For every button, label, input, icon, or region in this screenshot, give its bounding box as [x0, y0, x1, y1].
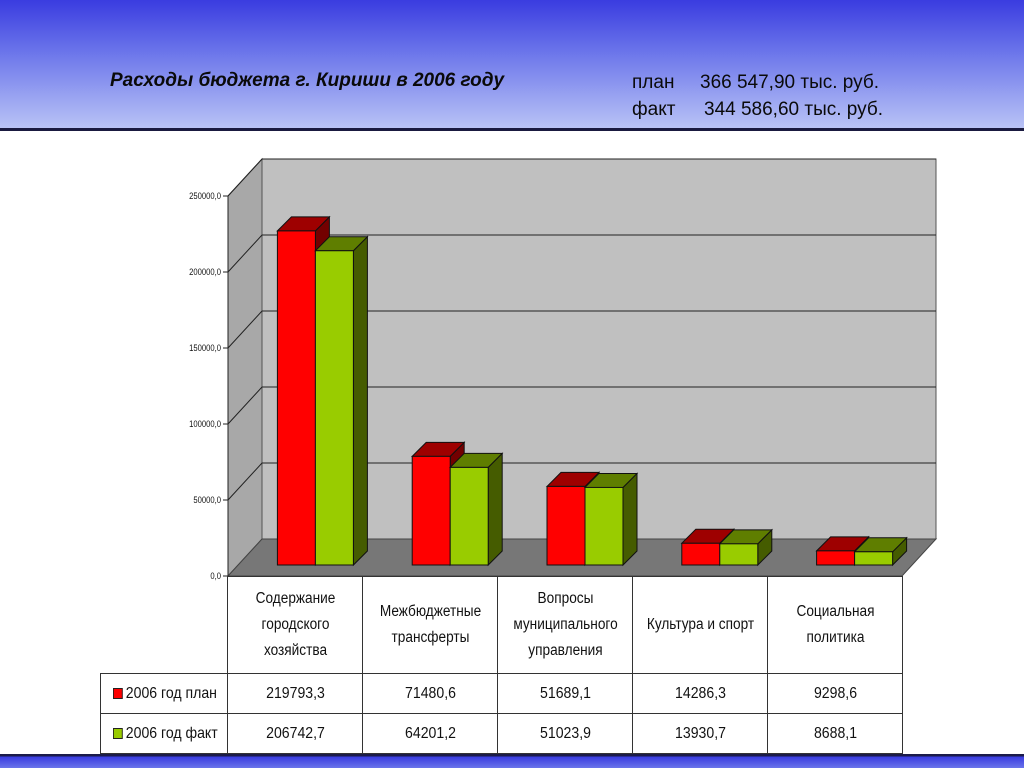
plan-value: 366 547,90 тыс. руб.: [700, 72, 880, 93]
table-cell: 13930,7: [640, 713, 760, 754]
category-label: Культура и спорт: [640, 576, 760, 674]
legend-entry-plan: 2006 год план: [107, 673, 221, 714]
bar: [449, 466, 489, 566]
plan-swatch: [112, 687, 122, 699]
bar: [546, 485, 586, 566]
y-tick-label: 250000,0: [189, 190, 221, 201]
table-cell: 219793,3: [235, 673, 355, 714]
fact-total-row: факт 344 586,60 тыс. руб.: [632, 96, 883, 123]
bar: [681, 542, 721, 566]
y-tick-label: 200000,0: [189, 266, 221, 277]
table-cell: 14286,3: [640, 673, 760, 714]
fact-swatch: [112, 727, 122, 739]
category-label: Содержание городского хозяйства: [235, 576, 355, 674]
gridline: [227, 386, 936, 425]
footer-bar: [0, 754, 1024, 768]
fact-label: факт: [632, 99, 676, 120]
bar: [411, 455, 451, 566]
table-cell: 8688,1: [775, 713, 895, 754]
gridline: [227, 310, 936, 349]
fact-value: 344 586,60 тыс. руб.: [704, 99, 884, 120]
data-table: Содержание городского хозяйства Межбюдже…: [100, 576, 903, 754]
chart-side-wall: [227, 157, 263, 578]
fact-values-row: 2006 год факт 206742,7 64201,2 51023,9 1…: [101, 713, 903, 754]
y-tick-label: 150000,0: [189, 342, 221, 353]
legend-entry-fact: 2006 год факт: [107, 713, 221, 754]
bar-side: [622, 472, 638, 567]
plan-values-row: 2006 год план 219793,3 71480,6 51689,1 1…: [101, 673, 903, 714]
table-cell: 64201,2: [370, 713, 490, 754]
category-label: Социальная политика: [775, 576, 895, 674]
table-corner: [108, 577, 220, 674]
plan-label: план: [632, 72, 675, 93]
bar: [314, 250, 354, 566]
y-tick-label: 50000,0: [193, 494, 221, 505]
table-cell: 51689,1: [505, 673, 625, 714]
budget-totals: план 366 547,90 тыс. руб. факт 344 586,60 …: [632, 69, 883, 123]
bar-side: [352, 235, 368, 567]
gridline: [227, 462, 936, 501]
page-title: Расходы бюджета г. Кириши в 2006 году: [110, 70, 505, 91]
bar: [719, 543, 759, 566]
bar: [854, 551, 894, 566]
category-header-row: Содержание городского хозяйства Межбюдже…: [101, 576, 903, 674]
table-cell: 51023,9: [505, 713, 625, 754]
gridline: [227, 234, 936, 273]
gridline: [227, 158, 936, 197]
plan-total-row: план 366 547,90 тыс. руб.: [632, 69, 883, 96]
bar-side: [487, 452, 503, 567]
table-cell: 9298,6: [775, 673, 895, 714]
category-label: Вопросы муниципального управления: [505, 576, 625, 674]
series-name: 2006 год факт: [125, 724, 218, 742]
category-label: Межбюджетные трансферты: [370, 576, 490, 674]
y-tick-label: 0,0: [210, 570, 221, 581]
table-cell: 206742,7: [235, 713, 355, 754]
bar: [276, 230, 316, 566]
table-cell: 71480,6: [370, 673, 490, 714]
y-tick-label: 100000,0: [189, 418, 221, 429]
bar: [816, 550, 856, 566]
bar: [584, 486, 624, 566]
series-name: 2006 год план: [125, 684, 217, 702]
header-banner: Расходы бюджета г. Кириши в 2006 году пл…: [0, 0, 1024, 131]
